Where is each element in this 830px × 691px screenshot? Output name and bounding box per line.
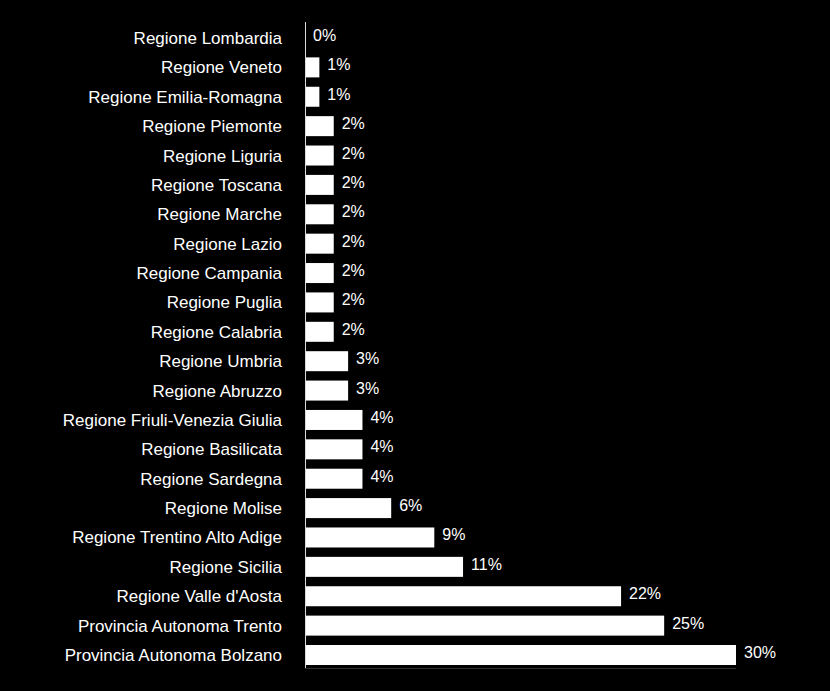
bar	[305, 175, 334, 195]
bar	[305, 469, 362, 489]
data-label: 0%	[313, 27, 336, 44]
data-label: 2%	[342, 262, 365, 279]
data-label: 25%	[672, 615, 704, 632]
category-label: Regione Campania	[136, 264, 282, 283]
value-axis	[305, 668, 736, 669]
data-label: 2%	[342, 174, 365, 191]
category-label: Regione Sicilia	[170, 558, 283, 577]
bar	[305, 410, 362, 430]
category-label: Provincia Autonoma Bolzano	[65, 646, 282, 665]
category-label: Regione Toscana	[151, 176, 283, 195]
data-label: 1%	[327, 56, 350, 73]
bar	[305, 322, 334, 342]
bar	[305, 527, 434, 547]
chart-svg: Regione Lombardia 0% Regione Veneto 1% Regio…	[0, 0, 830, 691]
bar	[305, 645, 736, 665]
category-label: Regione Lazio	[173, 235, 282, 254]
bar	[305, 263, 334, 283]
data-label: 4%	[370, 438, 393, 455]
category-label: Regione Friuli-Venezia Giulia	[63, 411, 283, 430]
data-label: 2%	[342, 233, 365, 250]
category-label: Regione Sardegna	[140, 470, 282, 489]
bar	[305, 234, 334, 254]
bar	[305, 292, 334, 312]
bars	[305, 57, 736, 665]
data-label: 22%	[629, 585, 661, 602]
data-label: 9%	[442, 526, 465, 543]
category-label: Regione Piemonte	[142, 117, 282, 136]
bar	[305, 87, 319, 107]
bar	[305, 498, 391, 518]
category-label: Regione Valle d'Aosta	[117, 587, 283, 606]
bar	[305, 586, 621, 606]
category-label: Regione Umbria	[159, 352, 282, 371]
category-label: Regione Liguria	[163, 147, 283, 166]
category-label: Regione Abruzzo	[153, 382, 282, 401]
data-label: 2%	[342, 321, 365, 338]
category-label: Regione Veneto	[161, 58, 282, 77]
data-label: 3%	[356, 350, 379, 367]
category-label: Regione Basilicata	[141, 440, 282, 459]
data-label: 2%	[342, 115, 365, 132]
category-label: Regione Marche	[157, 205, 282, 224]
bar	[305, 146, 334, 166]
data-label: 30%	[744, 644, 776, 661]
bar	[305, 204, 334, 224]
category-label: Regione Emilia-Romagna	[88, 88, 282, 107]
data-label: 4%	[370, 468, 393, 485]
bar	[305, 351, 348, 371]
data-label: 6%	[399, 497, 422, 514]
bar	[305, 616, 664, 636]
data-label: 11%	[471, 556, 502, 573]
category-label: Provincia Autonoma Trento	[78, 617, 282, 636]
bar	[305, 57, 319, 77]
bar	[305, 116, 334, 136]
labels: Regione Lombardia 0% Regione Veneto 1% Regio…	[63, 27, 776, 665]
data-label: 4%	[370, 409, 393, 426]
category-label: Regione Lombardia	[134, 29, 283, 48]
category-label: Regione Calabria	[151, 323, 283, 342]
data-label: 2%	[342, 145, 365, 162]
bar	[305, 557, 463, 577]
category-label: Regione Puglia	[167, 293, 283, 312]
bar	[305, 381, 348, 401]
bar	[305, 439, 362, 459]
category-axis	[305, 22, 306, 668]
chart-container: Regione Lombardia 0% Regione Veneto 1% Regio…	[0, 0, 830, 691]
data-label: 2%	[342, 291, 365, 308]
category-label: Regione Molise	[165, 499, 282, 518]
data-label: 2%	[342, 203, 365, 220]
data-label: 1%	[327, 86, 350, 103]
category-label: Regione Trentino Alto Adige	[72, 528, 282, 547]
data-label: 3%	[356, 380, 379, 397]
background	[0, 0, 830, 691]
